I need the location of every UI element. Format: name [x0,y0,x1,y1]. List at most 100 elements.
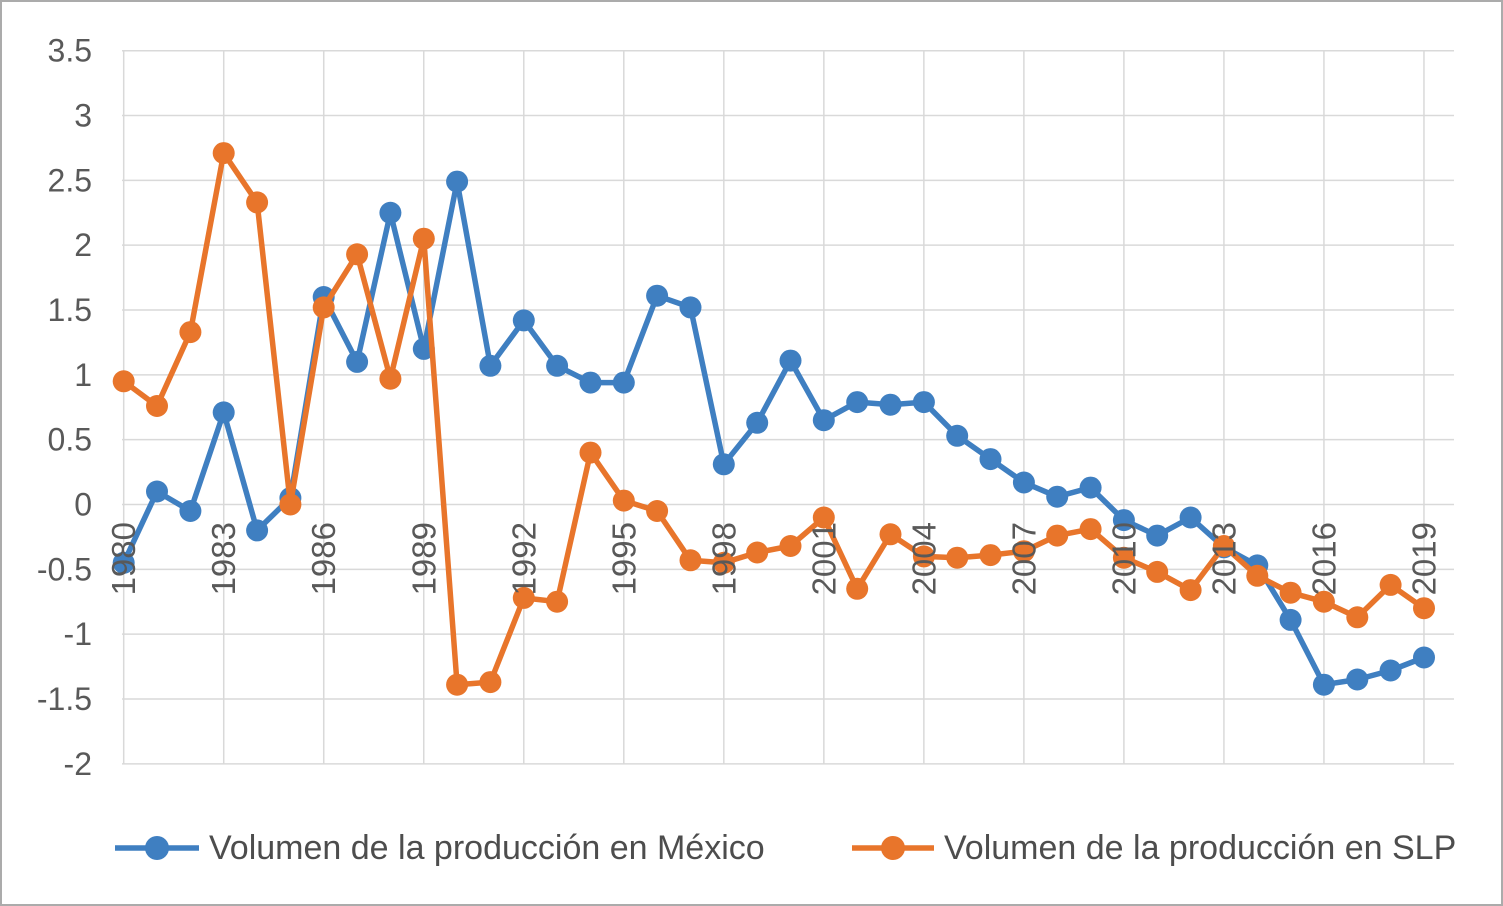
legend: Volumen de la producción en México Volum… [115,829,1456,867]
data-point-slp-1992 [512,586,535,609]
x-axis-tick-label: 2004 [905,522,942,595]
data-point-mexico-2003 [879,393,902,416]
data-point-mexico-1997 [679,296,702,319]
data-point-slp-1980 [112,370,135,393]
data-point-mexico-1995 [612,371,635,394]
data-point-slp-2018 [1379,573,1402,596]
data-point-slp-2015 [1279,581,1302,604]
data-point-mexico-2001 [812,409,835,432]
data-point-mexico-1994 [579,371,602,394]
data-point-slp-2003 [879,523,902,546]
data-point-mexico-1981 [146,480,168,503]
y-axis-tick-label: 3.5 [48,33,92,69]
x-axis-tick-label: 1980 [105,522,142,595]
series-line-slp [120,150,1427,688]
data-point-mexico-2009 [1079,476,1102,499]
data-point-slp-2004 [912,545,935,568]
data-point-slp-1984 [246,191,269,214]
x-axis-tick-label: 1992 [505,522,542,595]
gridlines [122,49,1454,765]
series-line-mexico [120,178,1427,688]
data-point-mexico-1984 [246,519,269,542]
legend-label-mexico: Volumen de la producción en México [209,829,765,867]
data-point-slp-2012 [1179,579,1202,602]
data-point-slp-1986 [312,296,335,319]
data-point-slp-2001 [812,506,835,529]
y-axis-tick-label: 1 [74,357,92,393]
data-point-mexico-2004 [912,391,935,414]
data-point-mexico-1983 [212,401,235,424]
data-point-mexico-1996 [646,284,669,307]
data-point-mexico-1998 [712,453,735,476]
x-axis-tick-label: 2001 [805,522,842,595]
data-point-slp-2016 [1312,590,1335,613]
y-axis-tick-label: 3 [74,98,92,134]
data-point-mexico-2008 [1046,485,1069,508]
x-axis-tick-label: 2007 [1005,522,1042,595]
data-point-slp-1982 [179,321,202,344]
data-point-mexico-2015 [1279,608,1302,631]
data-point-slp-2007 [1012,540,1035,563]
y-axis-tick-label: 0.5 [48,422,92,458]
data-point-mexico-1980 [112,551,135,574]
data-point-mexico-2000 [779,349,802,372]
data-point-slp-2008 [1046,524,1069,547]
legend-label-slp: Volumen de la producción en SLP [944,829,1456,867]
data-point-mexico-2011 [1146,524,1169,547]
data-point-mexico-1987 [346,350,369,373]
data-point-mexico-2005 [946,424,969,447]
data-point-slp-1987 [346,243,369,266]
data-point-slp-2017 [1346,606,1369,629]
y-axis-tick-label: -0.5 [37,551,92,587]
series-lines [112,142,1435,696]
x-axis-tick-label: 1995 [605,522,642,595]
data-point-slp-1983 [212,142,235,165]
x-axis-tick-label: 2010 [1105,522,1142,595]
y-axis-tick-label: -1.5 [37,681,92,717]
data-point-slp-1995 [612,489,635,512]
data-point-mexico-2006 [979,448,1002,471]
data-point-slp-2000 [779,535,802,557]
x-axis-tick-label: 1989 [405,522,442,595]
data-point-mexico-2016 [1312,673,1335,696]
x-axis-tick-label: 1986 [305,522,342,595]
x-axis-tick-labels: 1980 1983 1986 1989 1992 1995 1998 2001 2004 2007… [105,522,1442,595]
y-axis-tick-label: 0 [74,487,92,523]
data-point-mexico-1991 [479,354,502,377]
data-point-slp-2011 [1146,560,1169,583]
data-point-mexico-1992 [512,309,535,332]
data-point-slp-2006 [979,544,1002,567]
data-point-slp-1997 [679,549,702,572]
data-point-slp-1990 [446,673,469,696]
data-point-mexico-2018 [1379,659,1402,682]
data-point-mexico-1982 [179,500,202,522]
data-point-slp-1989 [412,227,435,250]
data-point-slp-1996 [646,500,669,522]
data-point-mexico-2007 [1012,471,1035,494]
x-axis-tick-label: 1998 [705,522,742,595]
y-axis-tick-label: -2 [64,746,92,782]
x-axis-tick-label: 2016 [1305,522,1342,595]
data-point-mexico-2010 [1112,509,1135,532]
data-point-slp-2019 [1413,597,1435,620]
data-point-mexico-2017 [1346,668,1369,691]
data-point-mexico-2002 [846,391,869,414]
data-point-slp-2010 [1112,546,1135,569]
x-axis-tick-label: 2013 [1205,522,1242,595]
data-point-mexico-1988 [379,201,402,224]
data-point-slp-1994 [579,441,602,464]
x-axis-tick-label: 1983 [205,522,242,595]
data-point-slp-2005 [946,546,969,569]
y-axis-tick-label: 1.5 [48,292,92,328]
legend-marker-dot-mexico [145,836,169,860]
data-point-slp-2014 [1246,564,1269,587]
data-point-mexico-1990 [446,170,469,193]
data-point-slp-2013 [1212,535,1235,557]
data-point-mexico-2019 [1413,646,1435,669]
data-point-slp-1985 [279,493,302,516]
y-axis-tick-label: 2.5 [48,162,92,198]
data-point-slp-2009 [1079,518,1102,541]
data-point-slp-1981 [146,395,168,417]
